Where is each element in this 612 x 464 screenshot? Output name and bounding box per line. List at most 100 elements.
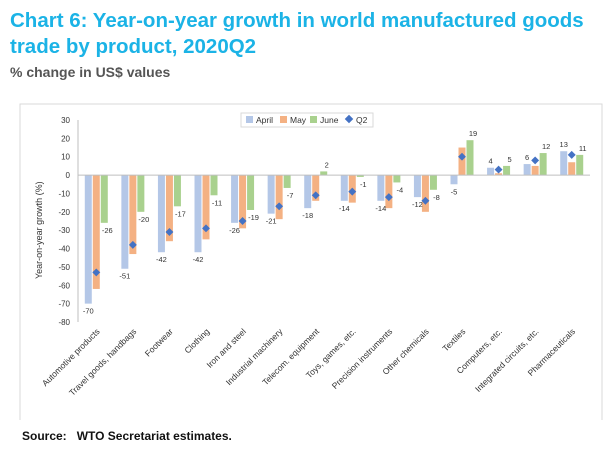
bar-april: [121, 175, 129, 269]
bar-june: [429, 175, 437, 190]
y-tick-label: 0: [66, 171, 71, 180]
data-label-april: -5: [451, 187, 458, 196]
chart-subtitle: % change in US$ values: [10, 64, 171, 80]
legend-label-june: June: [320, 115, 339, 125]
q2-marker: [275, 202, 284, 211]
y-tick-label: 30: [61, 116, 70, 125]
bar-june: [356, 175, 364, 177]
chart-title: Chart 6: Year-on-year growth in world ma…: [10, 9, 584, 58]
bar-april: [413, 175, 421, 198]
bar-may: [495, 173, 503, 176]
bar-june: [210, 175, 218, 196]
data-label-june: -7: [287, 191, 294, 200]
bar-may: [275, 175, 283, 220]
data-label-april: -14: [375, 204, 386, 213]
q2-marker: [384, 193, 393, 202]
legend-swatch-june: [310, 116, 317, 123]
y-tick-label: -40: [58, 245, 70, 254]
data-label-april: -70: [83, 307, 94, 316]
data-label-june: -20: [138, 215, 149, 224]
bars-group: [84, 140, 584, 304]
bar-april: [523, 164, 531, 176]
source-text: WTO Secretariat estimates.: [76, 429, 232, 443]
bar-may: [165, 175, 173, 242]
bar-chart: 30 20 10 0 -10 -20 -30 -40 -50 -60 -70 -80 -70 -26 -5…: [19, 103, 603, 420]
bar-may: [568, 162, 576, 176]
bar-may: [312, 175, 320, 201]
y-tick-label: -30: [58, 226, 70, 235]
bar-may: [92, 175, 100, 289]
q2-marker: [458, 152, 466, 161]
bar-may: [129, 175, 137, 255]
x-category-label: Footwear: [143, 326, 175, 358]
bar-april: [487, 167, 495, 176]
data-label-april: -51: [119, 272, 130, 281]
source-label: Source:: [22, 429, 67, 443]
y-tick-label: 10: [61, 153, 70, 162]
y-tick-label: -20: [58, 208, 70, 217]
x-category-label: Precision instruments: [330, 326, 395, 391]
data-label-june: -19: [248, 213, 259, 222]
legend-label-april: April: [256, 115, 273, 125]
bar-june: [503, 165, 511, 176]
data-label-april: -42: [193, 255, 204, 264]
legend-swatch-april: [246, 116, 253, 123]
legend: April May June Q2: [240, 112, 374, 128]
data-label-june: -17: [175, 209, 186, 218]
bar-june: [173, 175, 181, 207]
bar-april: [560, 151, 568, 176]
y-axis-label: Year-on-year growth (%): [34, 181, 44, 279]
q2-marker: [494, 165, 503, 174]
q2-marker: [128, 240, 137, 249]
bar-april: [84, 175, 92, 304]
data-label-april: 6: [525, 153, 529, 162]
data-label-june: -4: [397, 185, 404, 194]
y-tick-label: 20: [61, 134, 70, 143]
bar-april: [194, 175, 202, 253]
q2-marker: [165, 228, 174, 236]
legend-swatch-may: [280, 116, 287, 123]
bar-april: [267, 175, 275, 214]
q2-marker: [348, 187, 357, 196]
x-category-label: Travel goods, handbags: [67, 326, 138, 397]
q2-marker: [238, 217, 247, 225]
x-category-label: Clothing: [182, 326, 211, 355]
data-label-june: 12: [542, 142, 550, 151]
data-label-april: -21: [266, 217, 277, 226]
bar-april: [450, 175, 458, 185]
q2-marker: [421, 196, 430, 205]
bar-june: [137, 175, 145, 212]
chart-frame: [19, 103, 603, 420]
bar-april: [231, 175, 239, 223]
legend-label-q2: Q2: [356, 115, 368, 125]
data-label-april: -14: [339, 204, 350, 213]
y-tick-label: -10: [58, 189, 70, 198]
data-label-june: -1: [360, 180, 367, 189]
data-label-june: -8: [433, 193, 440, 202]
q2-marker: [311, 191, 320, 200]
data-label-june: 2: [325, 160, 329, 169]
data-labels-group: -70 -26 -51 -20 -42 -17 -42 -11 -26 -19 -21 -7 -18 2 -…: [83, 129, 587, 315]
y-tick-label: -50: [58, 263, 70, 272]
bar-june: [539, 153, 547, 176]
bar-may: [385, 175, 393, 209]
bar-june: [247, 175, 255, 210]
source-note: Source: WTO Secretariat estimates.: [22, 429, 232, 443]
bar-april: [340, 175, 348, 201]
bar-april: [377, 175, 385, 201]
bar-june: [100, 175, 108, 223]
data-label-june: -26: [102, 226, 113, 235]
legend-marker-q2: [344, 114, 354, 124]
legend-box: [240, 112, 374, 128]
data-label-june: 19: [469, 129, 477, 138]
data-label-june: 5: [507, 155, 511, 164]
data-label-june: 11: [579, 144, 587, 153]
bar-may: [458, 147, 466, 176]
data-label-april: 4: [488, 157, 492, 166]
bar-may: [531, 165, 539, 176]
q2-marker: [567, 150, 576, 159]
bar-may: [202, 175, 210, 240]
bar-april: [304, 175, 312, 209]
data-label-april: -26: [229, 226, 240, 235]
